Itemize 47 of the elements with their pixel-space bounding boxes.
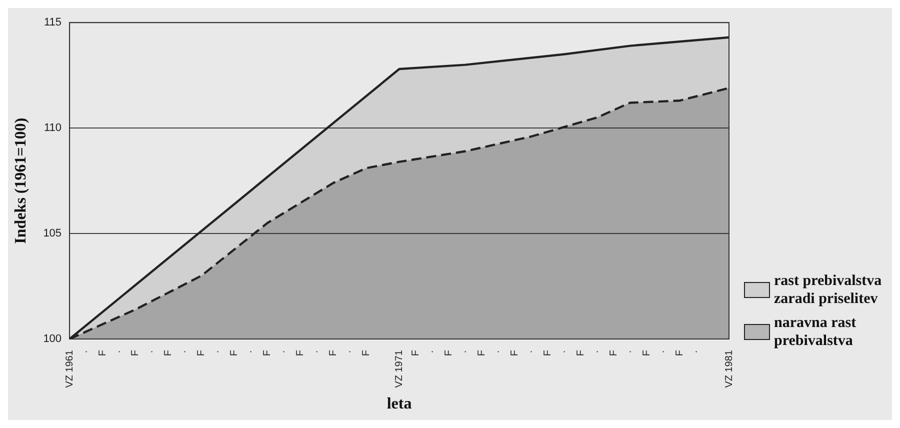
legend-label: rast prebivalstva zaradi priselitev — [774, 272, 883, 308]
legend-label: naravna rast prebivalstva — [774, 314, 858, 350]
x-tick-label: VZ 1971 — [394, 350, 406, 388]
x-tick-label: · — [180, 350, 191, 354]
x-tick-label: F — [361, 350, 372, 356]
x-tick-label: · — [460, 350, 471, 354]
x-tick-label: F — [443, 350, 454, 356]
x-tick-label: F — [328, 350, 340, 356]
x-tick-label: F — [229, 350, 240, 356]
x-tick-label: · — [278, 350, 290, 354]
x-tick-label: · — [658, 350, 669, 354]
x-tick-label: · — [592, 350, 603, 354]
y-tick-label: 100 — [43, 333, 62, 346]
x-tick-label: F — [575, 350, 586, 356]
x-tick-label: F — [509, 350, 520, 356]
x-tick-label: VZ 1961 — [64, 350, 76, 388]
x-tick-label: · — [690, 350, 702, 354]
x-tick-label: F — [542, 350, 554, 356]
x-tick-label: F — [674, 350, 686, 356]
x-tick-label: F — [97, 350, 108, 356]
x-tick-label: · — [114, 350, 125, 354]
x-tick-label: · — [312, 350, 323, 354]
x-tick-label: F — [410, 350, 422, 356]
x-tick-label: · — [526, 350, 537, 354]
x-tick-label: · — [492, 350, 504, 354]
y-axis-title: Indeks (1961=100) — [12, 118, 30, 244]
x-tick-label: · — [624, 350, 636, 354]
x-tick-label: F — [262, 350, 274, 356]
y-tick-label: 105 — [43, 228, 62, 240]
x-tick-label: F — [641, 350, 652, 356]
x-tick-label: · — [427, 350, 438, 354]
y-tick-label: 115 — [44, 16, 62, 29]
x-tick-label: · — [212, 350, 224, 354]
x-tick-label: · — [558, 350, 570, 354]
x-tick-label: · — [146, 350, 158, 354]
x-tick-label: · — [344, 350, 356, 354]
x-tick-label: F — [196, 350, 208, 356]
x-tick-label: · — [246, 350, 257, 354]
y-tick-label: 110 — [44, 122, 62, 134]
x-tick-label: F — [130, 350, 142, 356]
x-tick-label: F — [608, 350, 620, 356]
x-tick-label: F — [476, 350, 488, 356]
x-tick-label: VZ 1981 — [724, 350, 735, 388]
x-tick-label: F — [295, 350, 306, 356]
x-tick-label: F — [163, 350, 174, 356]
x-tick-label: · — [80, 350, 92, 354]
x-axis-title: leta — [386, 396, 412, 413]
